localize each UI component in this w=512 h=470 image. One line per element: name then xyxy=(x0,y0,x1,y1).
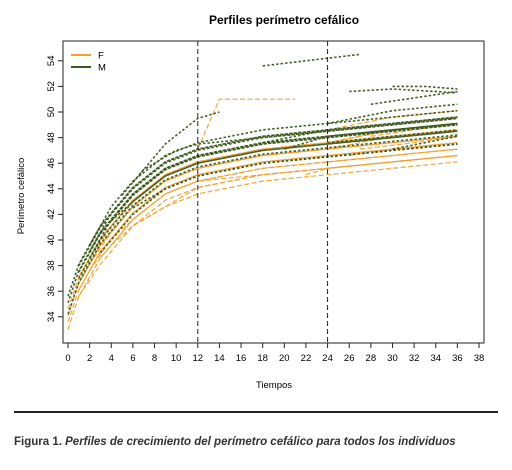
series-line-M-36 xyxy=(132,143,458,209)
y-axis: 34 36 38 40 42 44 46 48 50 52 54 xyxy=(46,56,63,323)
y-tick-label: 36 xyxy=(46,286,57,297)
series-line-M-30 xyxy=(88,109,458,246)
series-line-F-17 xyxy=(327,148,458,163)
series-line-M-39 xyxy=(262,116,458,144)
series-line-M-43 xyxy=(349,88,458,94)
series-line-F-10 xyxy=(89,129,458,259)
y-tick-label: 50 xyxy=(46,107,57,118)
chart-title: Perfiles perímetro cefálico xyxy=(209,13,359,27)
y-tick-label: 42 xyxy=(46,209,57,220)
reference-lines xyxy=(197,41,329,343)
x-tick-label: 32 xyxy=(409,353,420,364)
series-line-F-3 xyxy=(67,135,458,316)
series-line-F-15 xyxy=(197,98,296,150)
series-line-F-11 xyxy=(89,135,458,265)
series-line-M-46 xyxy=(392,135,458,150)
plot-frame xyxy=(62,40,485,344)
x-axis-label: Tiempos xyxy=(256,380,292,391)
x-tick-label: 10 xyxy=(171,353,182,364)
x-tick-label: 20 xyxy=(279,353,290,364)
y-tick-label: 46 xyxy=(46,158,57,169)
series-line-M-35 xyxy=(121,117,458,196)
series-line-M-40 xyxy=(284,122,458,150)
x-tick-label: 26 xyxy=(344,353,355,364)
y-tick-label: 44 xyxy=(46,184,57,195)
x-axis: 0 2 4 6 8 10 12 14 16 18 20 22 24 26 28 30 32 34 36 38 xyxy=(65,343,484,364)
caption-separator xyxy=(14,411,498,413)
series-line-F-20 xyxy=(349,142,458,157)
series-layer xyxy=(67,53,458,330)
series-line-F-1 xyxy=(67,148,458,330)
x-tick-label: 30 xyxy=(387,353,398,364)
y-tick-label: 38 xyxy=(46,260,57,271)
x-tick-label: 0 xyxy=(65,353,70,364)
x-tick-label: 4 xyxy=(109,353,114,364)
legend-label-M: M xyxy=(98,63,106,74)
x-tick-label: 24 xyxy=(322,353,333,364)
x-tick-label: 28 xyxy=(366,353,377,364)
legend-label-F: F xyxy=(98,51,104,62)
series-line-F-16 xyxy=(305,154,458,176)
series-line-M-26 xyxy=(78,130,458,279)
x-tick-label: 6 xyxy=(130,353,135,364)
y-tick-label: 40 xyxy=(46,235,57,246)
x-tick-label: 16 xyxy=(236,353,247,364)
chart: Perfiles perímetro cefálico 0 2 4 6 8 10 12 14 1… xyxy=(16,13,485,391)
x-tick-label: 36 xyxy=(452,353,463,364)
x-tick-label: 18 xyxy=(257,353,268,364)
x-tick-label: 8 xyxy=(152,353,157,364)
y-tick-label: 34 xyxy=(46,312,57,323)
x-tick-label: 14 xyxy=(214,353,225,364)
series-line-F-4 xyxy=(67,129,458,310)
legend: FM xyxy=(71,51,106,74)
series-line-F-5 xyxy=(78,154,458,297)
caption-text: Perfiles de crecimiento del perímetro ce… xyxy=(65,436,456,448)
x-tick-label: 2 xyxy=(87,353,92,364)
series-line-M-41 xyxy=(327,129,458,144)
series-line-M-38 xyxy=(262,53,361,67)
series-line-M-45 xyxy=(392,85,458,90)
series-line-M-23 xyxy=(67,134,458,315)
y-tick-label: 48 xyxy=(46,132,57,143)
series-line-M-33 xyxy=(99,124,458,235)
x-tick-label: 34 xyxy=(430,353,441,364)
figure-caption: Figura 1. Perfiles de crecimiento del pe… xyxy=(14,436,504,448)
y-axis-label: Perímetro cefálico xyxy=(16,158,27,235)
series-line-M-42 xyxy=(327,103,458,125)
x-tick-label: 38 xyxy=(474,353,485,364)
y-tick-label: 54 xyxy=(46,56,57,67)
series-line-F-14 xyxy=(132,161,458,227)
caption-label: Figura 1. xyxy=(14,436,62,448)
series-line-M-44 xyxy=(370,90,458,106)
x-tick-label: 12 xyxy=(193,353,204,364)
series-line-F-8 xyxy=(78,142,458,291)
x-tick-label: 22 xyxy=(301,353,312,364)
y-tick-label: 52 xyxy=(46,81,57,92)
